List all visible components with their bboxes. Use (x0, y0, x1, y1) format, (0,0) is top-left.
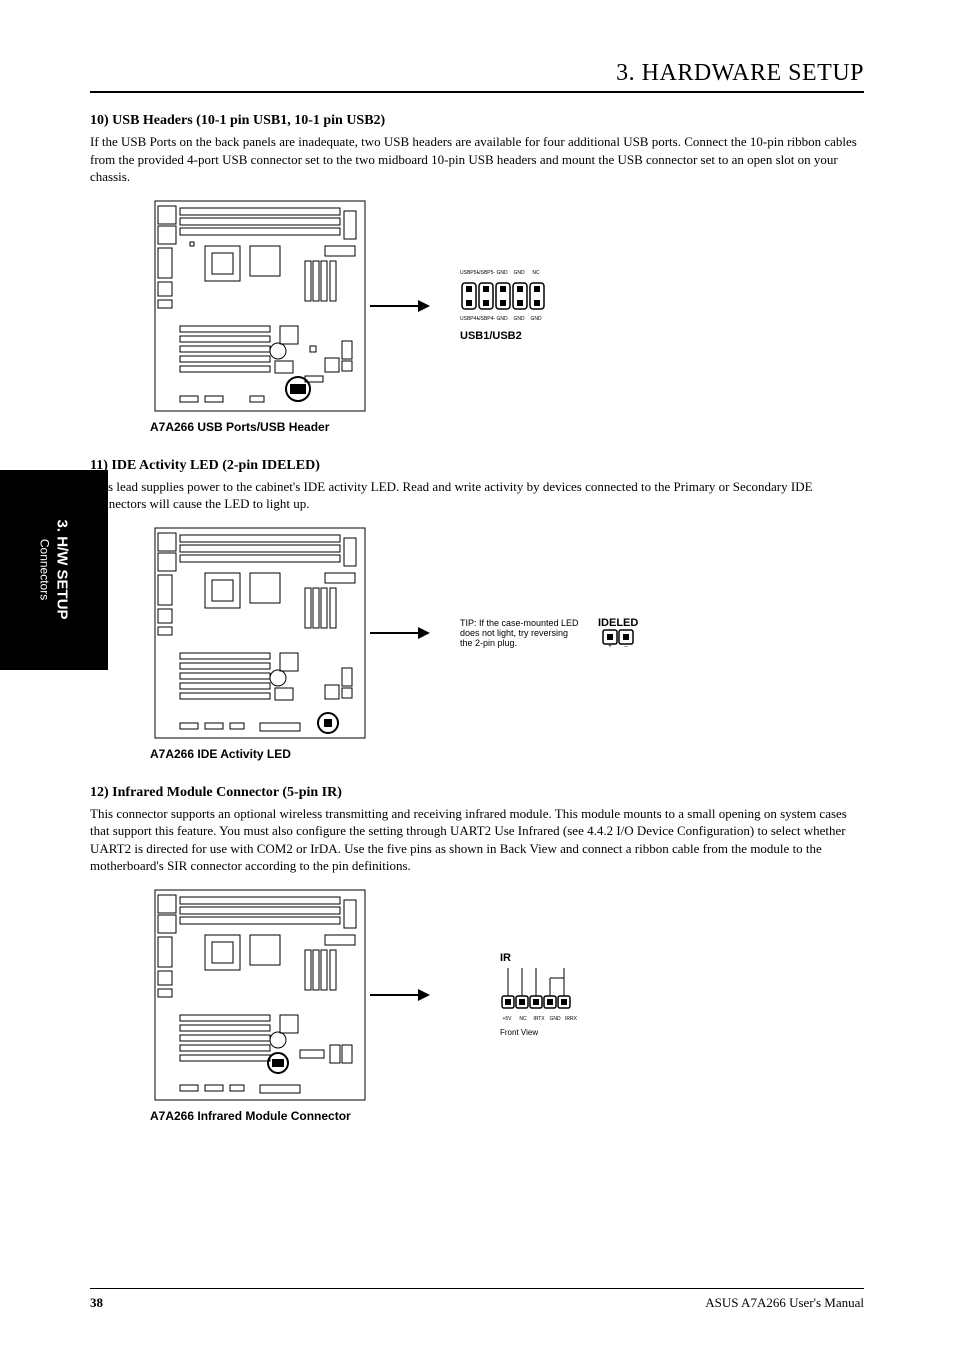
motherboard-diagram-usb (150, 196, 370, 416)
figure-ideled: TIP: If the case-mounted LED does not li… (150, 523, 864, 743)
pin-label: IRRX (564, 1016, 578, 1022)
section-usb: 10) USB Headers (10-1 pin USB1, 10-1 pin… (90, 113, 864, 434)
pin-label: USBP4- (477, 316, 493, 322)
side-tab-title: 3. H/W SETUP (52, 520, 72, 620)
ir-view-label: Front View (500, 1028, 538, 1037)
pin-label: USBP4+ (460, 316, 476, 322)
side-tab-subtitle: Connectors (36, 520, 52, 620)
pin-label: USBP5+ (460, 270, 476, 276)
ir-pin-block (500, 968, 580, 1012)
section-ideled: 11) IDE Activity LED (2-pin IDELED) This… (90, 458, 864, 761)
page-footer: 38 ASUS A7A266 User's Manual (90, 1288, 864, 1311)
figure-usb-caption: A7A266 USB Ports/USB Header (150, 420, 864, 434)
section-ir-num: 12) (90, 785, 109, 800)
section-ideled-desc: This lead supplies power to the cabinet'… (90, 478, 864, 513)
pin-label: GND (528, 316, 544, 322)
figure-ir: IR (150, 885, 864, 1105)
ideled-connector-label: IDELED (598, 617, 638, 629)
section-ir: 12) Infrared Module Connector (5-pin IR)… (90, 785, 864, 1123)
pin-label: IRTX (532, 1016, 546, 1022)
pin-label: GND (494, 270, 510, 276)
section-ideled-title: IDE Activity LED (2-pin IDELED) (111, 458, 319, 473)
pin-label: GND (511, 270, 527, 276)
pin-label: GND (494, 316, 510, 322)
pin-label: USBP5- (477, 270, 493, 276)
figure-ir-caption: A7A266 Infrared Module Connector (150, 1109, 864, 1123)
section-ir-title: Infrared Module Connector (5-pin IR) (112, 785, 342, 800)
section-usb-desc: If the USB Ports on the back panels are … (90, 133, 864, 186)
pin-label: +5V (500, 1016, 514, 1022)
ideled-connector-diagram: TIP: If the case-mounted LED does not li… (460, 617, 638, 649)
pin-label: GND (548, 1016, 562, 1022)
motherboard-diagram-ideled (150, 523, 370, 743)
ir-connector-diagram: IR (500, 952, 580, 1037)
usb-pin-block (460, 281, 550, 311)
pin-label: NC (528, 270, 544, 276)
pin-label: NC (516, 1016, 530, 1022)
arrow-icon (370, 985, 430, 1005)
usb-connector-diagram: USBP5+ USBP5- GND GND NC (460, 270, 550, 342)
figure-usb: USBP5+ USBP5- GND GND NC (150, 196, 864, 416)
page-number: 38 (90, 1295, 103, 1311)
svg-text:+: + (608, 644, 612, 649)
doc-title-footer: ASUS A7A266 User's Manual (705, 1295, 864, 1311)
ideled-pin-block: + – (602, 629, 634, 649)
pin-label: GND (511, 316, 527, 322)
figure-ideled-caption: A7A266 IDE Activity LED (150, 747, 864, 761)
section-ideled-heading: 11) IDE Activity LED (2-pin IDELED) (90, 458, 864, 474)
ir-connector-label: IR (500, 952, 511, 964)
section-ir-desc: This connector supports an optional wire… (90, 805, 864, 875)
page-header-title: 3. HARDWARE SETUP (90, 60, 864, 93)
motherboard-diagram-ir (150, 885, 370, 1105)
arrow-icon (370, 296, 430, 316)
usb-connector-label: USB1/USB2 (460, 330, 522, 342)
arrow-icon (370, 623, 430, 643)
section-ir-heading: 12) Infrared Module Connector (5-pin IR) (90, 785, 864, 801)
side-tab: 3. H/W SETUP Connectors (0, 470, 108, 670)
section-usb-num: 10) (90, 113, 109, 128)
section-usb-title: USB Headers (10-1 pin USB1, 10-1 pin USB… (112, 113, 385, 128)
section-usb-heading: 10) USB Headers (10-1 pin USB1, 10-1 pin… (90, 113, 864, 129)
ideled-tip: TIP: If the case-mounted LED does not li… (460, 618, 580, 648)
